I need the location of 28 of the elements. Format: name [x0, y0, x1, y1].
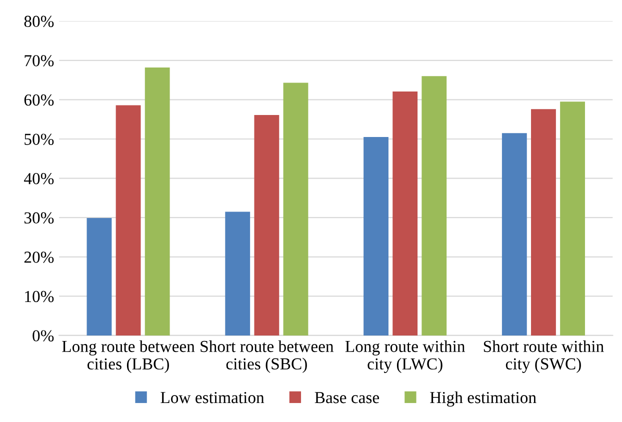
bar: [144, 67, 170, 336]
bar: [225, 212, 250, 336]
y-tick-label: 40%: [24, 172, 54, 184]
bar: [283, 82, 308, 336]
y-tick-label: 50%: [24, 134, 54, 145]
bar: [422, 76, 447, 336]
bar: [86, 218, 112, 336]
y-tick-label: 80%: [24, 16, 54, 28]
bar: [116, 105, 141, 336]
legend-label: High estimation: [430, 391, 536, 407]
bar: [364, 137, 388, 336]
x-tick-label: Long route between cities (LBC): [62, 340, 195, 373]
x-tick-label: Short route within city (SWC): [484, 340, 604, 373]
x-tick-label: Short route between cities (SBC): [200, 340, 334, 373]
bar: [502, 133, 527, 336]
y-tick-label: 60%: [24, 94, 54, 106]
x-tick-label: Long route within city (LWC): [345, 340, 465, 373]
legend-label: Low estimation: [160, 392, 264, 404]
y-tick-label: 0%: [32, 330, 54, 342]
bar: [392, 91, 418, 336]
y-tick-label: 30%: [24, 212, 54, 224]
y-tick-label: 20%: [24, 252, 54, 263]
y-tick-label: 10%: [25, 290, 54, 302]
legend-label: Base case: [314, 392, 380, 404]
bar: [531, 109, 556, 336]
y-tick-label: 70%: [24, 55, 54, 66]
bar: [254, 115, 280, 336]
bar: [560, 102, 585, 336]
